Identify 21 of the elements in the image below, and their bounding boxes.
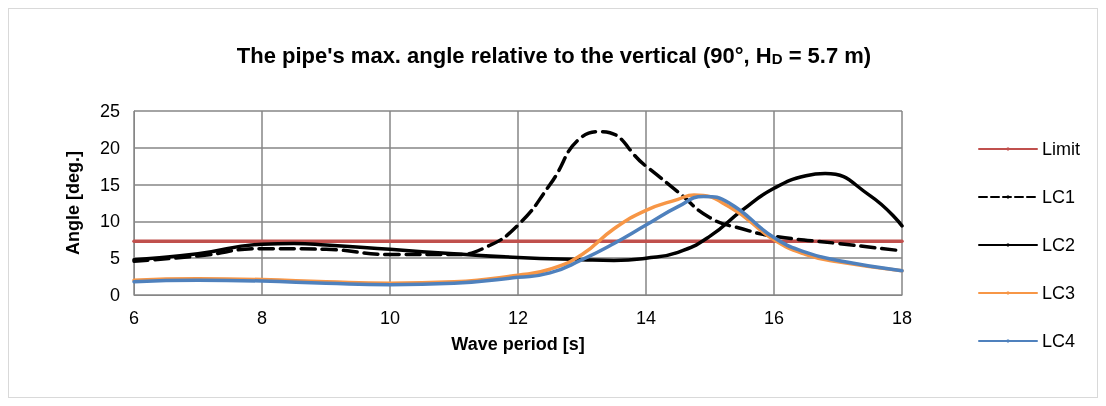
y-tick-label: 20 [99, 137, 120, 158]
y-tick-label: 25 [99, 101, 120, 121]
y-tick-label: 0 [109, 285, 120, 305]
x-tick-label: 16 [763, 308, 785, 328]
legend-label: LC4 [1042, 331, 1076, 351]
y-tick-label: 10 [99, 211, 120, 232]
y-tick-label: 15 [99, 174, 120, 195]
legend-label: LC2 [1042, 235, 1076, 255]
x-tick-label: 18 [891, 308, 913, 328]
legend-label: Limit [1042, 139, 1081, 159]
x-tick-label: 14 [635, 308, 657, 328]
legend-label: LC1 [1042, 187, 1076, 207]
x-tick-label: 8 [256, 308, 268, 328]
x-tick-label: 12 [507, 308, 529, 328]
chart-title: The pipe's max. angle relative to the vertical (90°, HD = 5.7 m) [236, 42, 872, 68]
x-tick-label: 10 [379, 308, 401, 328]
y-axis-title: Angle [deg.] [63, 151, 83, 255]
legend-label: LC3 [1042, 283, 1076, 303]
x-tick-label: 6 [128, 308, 140, 328]
x-axis-title: Wave period [s] [451, 334, 585, 354]
y-tick-label: 5 [109, 248, 120, 269]
